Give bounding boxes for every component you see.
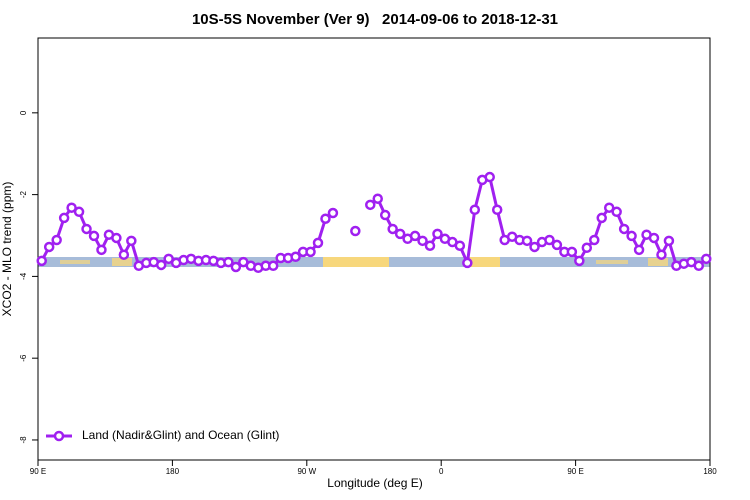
data-point [36, 255, 47, 267]
surface-strip [38, 257, 710, 267]
y-axis-label: XCO2 - MLO trend (ppm) [0, 182, 14, 317]
data-point [521, 235, 533, 247]
data-point [417, 235, 428, 247]
series-line [369, 175, 708, 269]
data-point [462, 257, 473, 269]
data-point [424, 240, 436, 251]
data-point [529, 241, 540, 253]
y-tick-label: -8 [19, 436, 28, 444]
data-point [66, 202, 77, 213]
data-point [58, 212, 70, 224]
data-point [663, 235, 675, 247]
data-point [656, 249, 667, 260]
data-point [126, 235, 137, 247]
data-point [379, 209, 391, 221]
y-tick-label: -4 [19, 272, 28, 280]
data-point [701, 253, 712, 265]
data-point [596, 212, 607, 224]
data-point [633, 244, 645, 256]
data-point [469, 204, 481, 215]
land-band [467, 257, 500, 267]
data-point [305, 246, 316, 258]
chart-title: 10S-5S November (Ver 9) 2014-09-06 to 20… [192, 11, 558, 28]
data-point [73, 206, 85, 218]
y-tick-label: -2 [19, 191, 28, 199]
data-point [88, 230, 100, 242]
data-point [230, 261, 242, 273]
data-point [387, 223, 398, 235]
data-point [618, 223, 630, 235]
data-point [491, 204, 503, 215]
data-point [484, 171, 495, 183]
data-point [544, 234, 555, 246]
data-point [312, 237, 324, 249]
data-point [574, 255, 585, 267]
y-tick-label: -6 [19, 354, 28, 362]
data-point [693, 260, 705, 272]
legend-label: Land (Nadir&Glint) and Ocean (Glint) [82, 428, 279, 442]
data-point [603, 202, 615, 213]
data-point [155, 259, 167, 271]
data-point [365, 199, 376, 211]
data-point [611, 206, 622, 218]
data-point [626, 230, 637, 242]
data-point [350, 225, 361, 237]
land-band [323, 257, 389, 267]
data-point [551, 239, 563, 251]
data-point [454, 240, 466, 251]
data-point [163, 253, 174, 265]
data-point [648, 232, 660, 244]
data-point [409, 230, 421, 242]
land-band [596, 260, 628, 264]
data-point [223, 256, 234, 268]
data-point [327, 207, 339, 219]
legend-marker [53, 430, 65, 442]
x-tick-label: 180 [166, 467, 180, 476]
data-point [118, 249, 130, 260]
x-tick-label: 180 [703, 467, 717, 476]
land-band [648, 258, 668, 266]
x-tick-label: 90 E [567, 467, 583, 476]
data-point [581, 242, 593, 254]
data-point [394, 228, 406, 240]
x-axis-label: Longitude (deg E) [327, 476, 422, 490]
data-point [372, 193, 383, 204]
x-tick-label: 90 W [297, 467, 316, 476]
plot-frame [37, 37, 711, 461]
data-point [96, 244, 107, 256]
data-point [81, 223, 92, 235]
data-point [267, 260, 279, 272]
y-tick-label: 0 [19, 110, 28, 115]
data-point [589, 234, 600, 246]
x-tick-label: 0 [439, 467, 444, 476]
data-point [111, 232, 122, 244]
data-point [51, 234, 62, 246]
land-band [60, 260, 90, 264]
data-point [432, 228, 443, 240]
data-point [290, 251, 301, 263]
x-tick-label: 90 E [30, 467, 46, 476]
data-point [566, 246, 578, 258]
data-point [320, 213, 331, 224]
land-band [112, 258, 132, 266]
data-point [43, 241, 55, 253]
